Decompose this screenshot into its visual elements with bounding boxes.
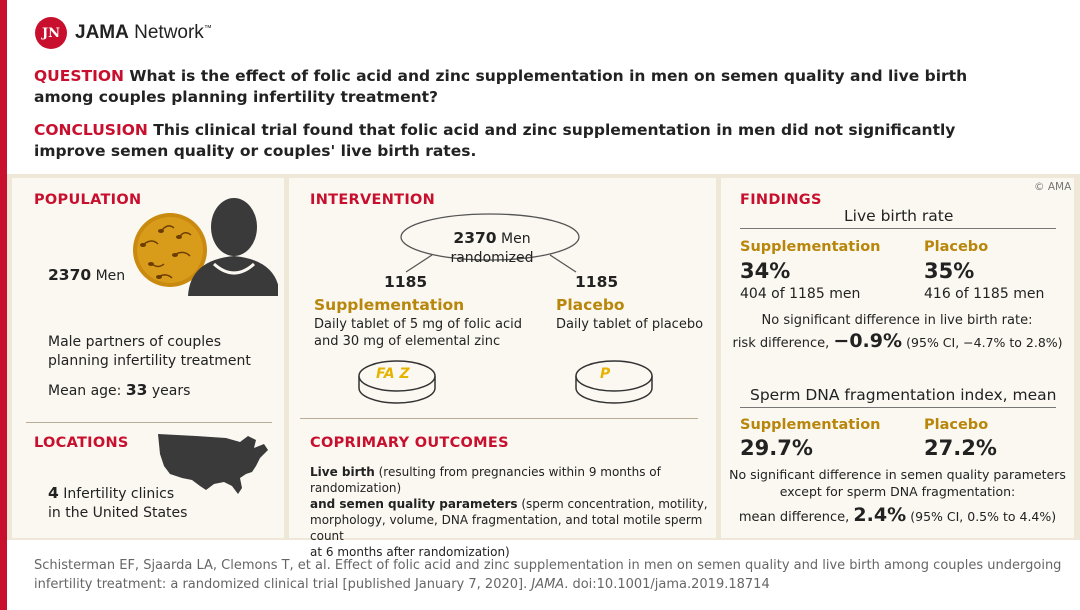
supplementation-n: 1185 — [384, 273, 428, 291]
dna-rule — [740, 407, 1056, 408]
citation-line2: infertility treatment: a randomized clin… — [34, 577, 770, 592]
population-heading: POPULATION — [34, 192, 142, 208]
outcomes-text: Live birth (resulting from pregnancies w… — [310, 465, 708, 559]
locations-heading: LOCATIONS — [34, 435, 129, 451]
dna-placebo-label: Placebo — [924, 417, 989, 433]
live-birth-note: No significant difference in live birth … — [761, 313, 1033, 328]
population-mean-age: Mean age: 33 years — [48, 381, 191, 399]
live-birth-supp-value: 34% — [740, 259, 791, 283]
locations-text: 4 Infertility clinics in the United Stat… — [48, 484, 188, 521]
person-icon — [188, 198, 278, 296]
question: QUESTION What is the effect of folic aci… — [34, 66, 984, 108]
intervention-heading: INTERVENTION — [310, 192, 436, 208]
live-birth-placebo-label: Placebo — [924, 239, 989, 255]
dna-supp-label: Supplementation — [740, 417, 881, 433]
dna-note: No significant difference in semen quali… — [729, 467, 1066, 499]
findings-panel — [721, 178, 1074, 538]
intervention-divider — [300, 418, 698, 419]
population-divider — [26, 422, 272, 423]
live-birth-title: Live birth rate — [844, 207, 954, 225]
left-accent-bar — [0, 0, 7, 610]
live-birth-supp-label: Supplementation — [740, 239, 881, 255]
supplementation-pill-label: FA Z — [376, 366, 410, 382]
dna-placebo-value: 27.2% — [924, 436, 997, 460]
dna-supp-value: 29.7% — [740, 436, 813, 460]
supplementation-pill-icon — [358, 360, 436, 404]
conclusion-label: CONCLUSION — [34, 121, 148, 139]
jama-network-logo[interactable]: JN JAMA Network™ — [35, 17, 212, 49]
live-birth-rule — [740, 228, 1056, 229]
logo-wordmark: JAMA Network™ — [75, 22, 212, 43]
sperm-circle-icon — [133, 213, 207, 287]
placebo-pill-label: P — [600, 366, 611, 382]
supplementation-arm-label: Supplementation — [314, 296, 465, 314]
live-birth-supp-count: 404 of 1185 men — [740, 286, 861, 302]
live-birth-placebo-value: 35% — [924, 259, 975, 283]
copyright-notice: © AMA — [1034, 181, 1072, 193]
us-map-icon — [158, 434, 268, 494]
mean-difference: mean difference, 2.4% (95% CI, 0.5% to 4… — [738, 504, 1057, 526]
question-text: What is the effect of folic acid and zin… — [34, 67, 968, 106]
conclusion: CONCLUSION This clinical trial found tha… — [34, 120, 984, 162]
randomized-label: 2370 Men randomized — [450, 229, 534, 266]
jn-logo-icon: JN — [35, 17, 67, 49]
question-label: QUESTION — [34, 67, 125, 85]
population-count: 2370 Men — [48, 266, 126, 284]
citation-line1: Schisterman EF, Sjaarda LA, Clemons T, e… — [34, 558, 1062, 573]
conclusion-text: This clinical trial found that folic aci… — [34, 121, 956, 160]
live-birth-placebo-count: 416 of 1185 men — [924, 286, 1045, 302]
population-description: Male partners of couples planning infert… — [48, 334, 251, 369]
population-illustration — [133, 198, 278, 296]
outcomes-heading: COPRIMARY OUTCOMES — [310, 435, 509, 451]
supplementation-description: Daily tablet of 5 mg of folic acid and 3… — [314, 317, 522, 349]
dna-fragmentation-title: Sperm DNA fragmentation index, mean — [750, 386, 1057, 404]
randomization-diagram — [400, 213, 580, 273]
citation: Schisterman EF, Sjaarda LA, Clemons T, e… — [34, 556, 1064, 594]
placebo-n: 1185 — [575, 273, 619, 291]
risk-difference: risk difference, −0.9% (95% CI, −4.7% to… — [732, 330, 1063, 352]
placebo-pill-icon — [575, 360, 653, 404]
findings-heading: FINDINGS — [740, 192, 822, 208]
placebo-arm-label: Placebo — [556, 296, 625, 314]
placebo-description: Daily tablet of placebo — [556, 317, 704, 332]
